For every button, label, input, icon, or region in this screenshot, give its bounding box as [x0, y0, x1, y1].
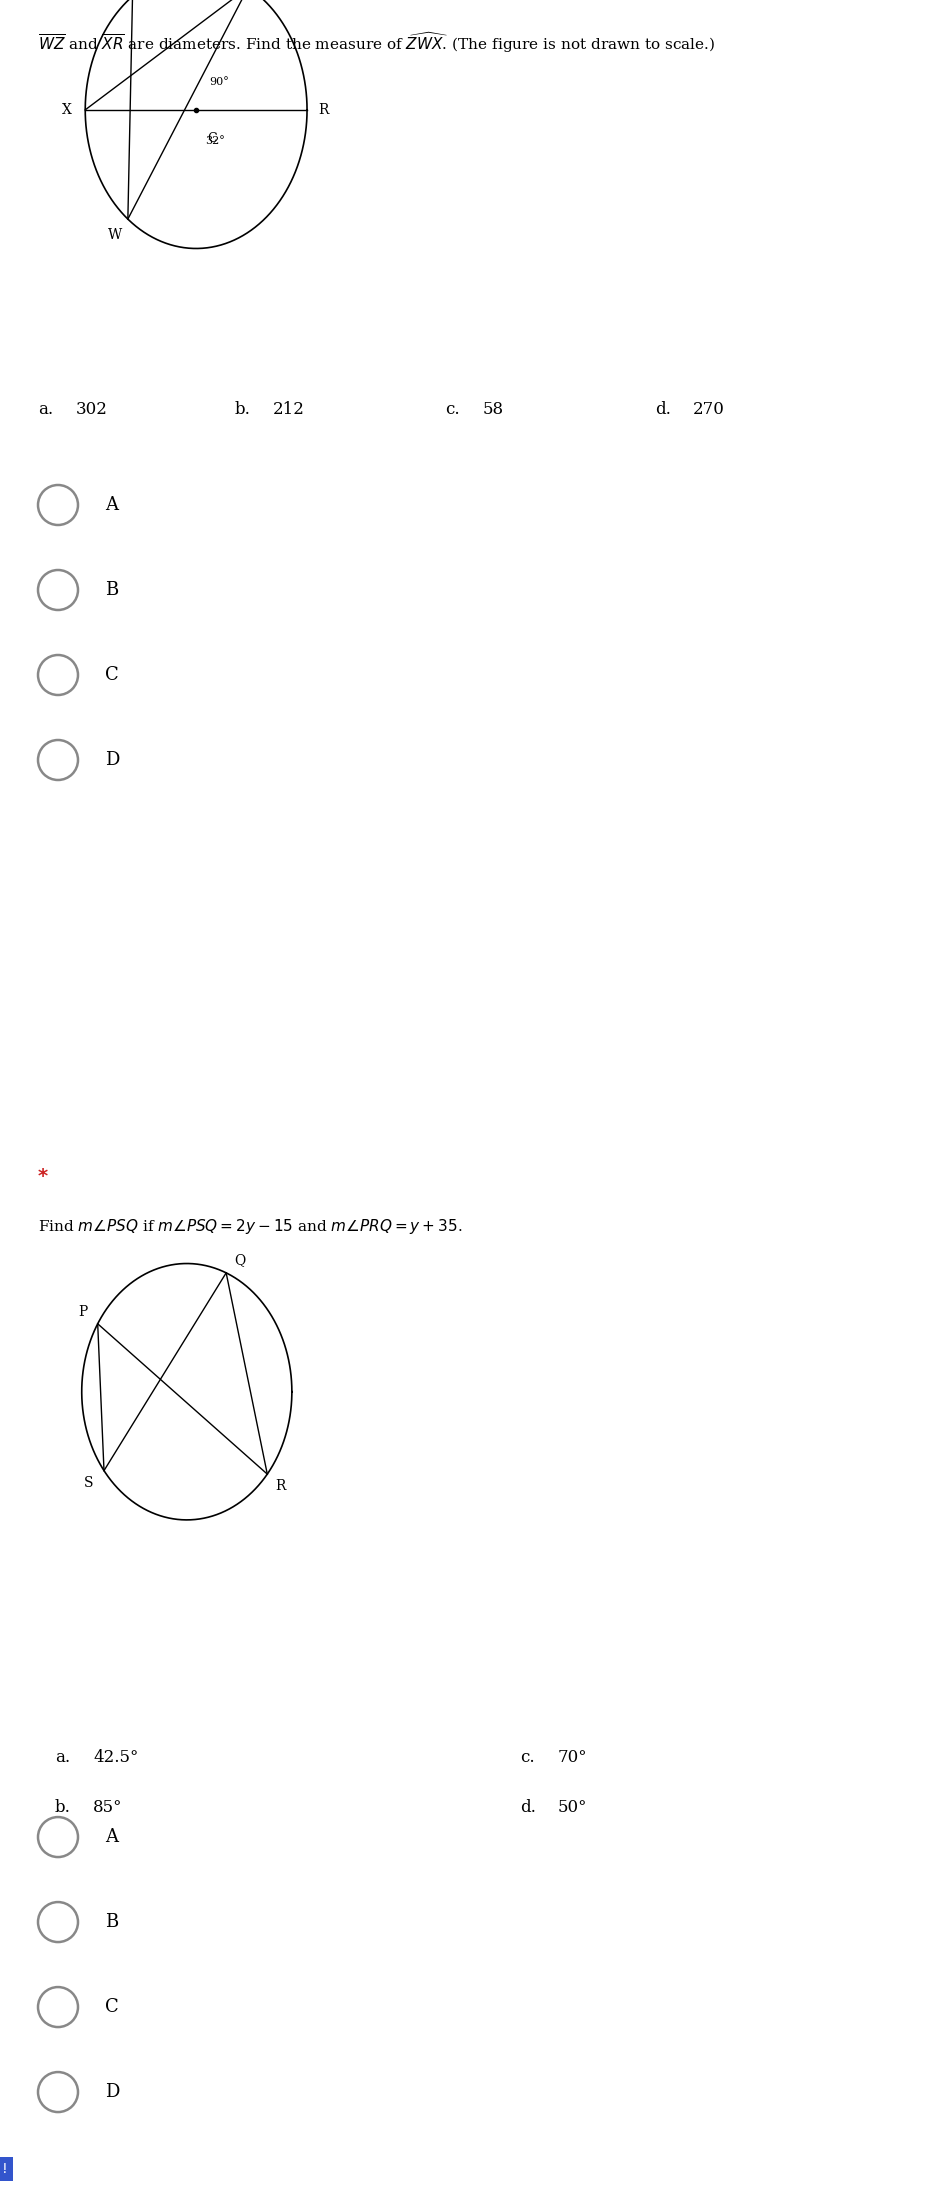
Text: a.: a. — [38, 402, 53, 417]
Text: A: A — [105, 1828, 118, 1845]
Text: a.: a. — [55, 1749, 70, 1766]
Text: Q: Q — [234, 1254, 246, 1268]
Text: B: B — [105, 1914, 119, 1931]
Text: S: S — [84, 1476, 93, 1490]
Text: R: R — [276, 1479, 286, 1494]
Text: c.: c. — [520, 1749, 534, 1766]
Text: 42.5°: 42.5° — [93, 1749, 138, 1766]
Text: 302: 302 — [76, 402, 107, 417]
Text: d.: d. — [520, 1799, 536, 1815]
Text: P: P — [78, 1305, 87, 1318]
Text: W: W — [108, 228, 122, 242]
Text: 270: 270 — [693, 402, 725, 417]
Text: b.: b. — [235, 402, 251, 417]
Text: b.: b. — [55, 1799, 71, 1815]
Text: R: R — [318, 103, 329, 116]
Text: 212: 212 — [273, 402, 304, 417]
Text: c.: c. — [445, 402, 460, 417]
Text: C: C — [105, 666, 119, 683]
Text: B: B — [105, 580, 119, 600]
Text: D: D — [105, 2083, 120, 2100]
Text: 50°: 50° — [558, 1799, 587, 1815]
Text: 85°: 85° — [93, 1799, 122, 1815]
Text: Find $m\angle PSQ$ if $m\angle PSQ = 2y - 15$ and $m\angle PRQ = y + 35$.: Find $m\angle PSQ$ if $m\angle PSQ = 2y … — [38, 1217, 462, 1237]
Text: 90°: 90° — [209, 77, 229, 88]
Text: !: ! — [2, 2162, 7, 2175]
Text: A: A — [105, 497, 118, 514]
Text: 32°: 32° — [205, 136, 225, 145]
Text: X: X — [62, 103, 72, 116]
Text: D: D — [105, 751, 120, 769]
Text: 70°: 70° — [558, 1749, 587, 1766]
Text: d.: d. — [655, 402, 671, 417]
Text: $\overline{WZ}$ and $\overline{XR}$ are diameters. Find the measure of $\widehat: $\overline{WZ}$ and $\overline{XR}$ are … — [38, 31, 715, 55]
Text: C: C — [105, 1997, 119, 2017]
Text: C: C — [207, 132, 217, 145]
Text: *: * — [38, 1167, 49, 1186]
Text: 58: 58 — [483, 402, 504, 417]
